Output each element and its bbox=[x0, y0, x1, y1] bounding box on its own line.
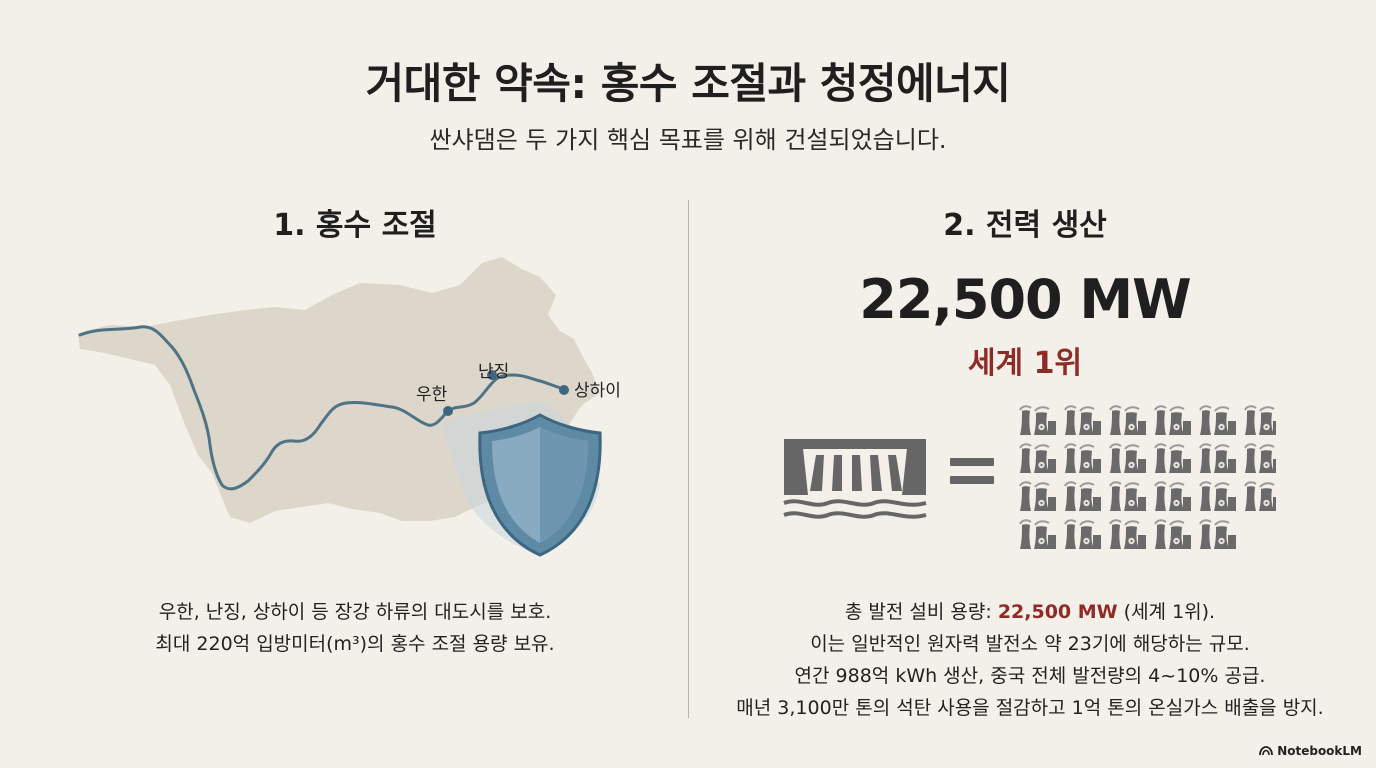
nuclear-plant-icon bbox=[1064, 481, 1101, 511]
nuclear-plant-icon bbox=[1019, 519, 1056, 549]
nuclear-plant-icon bbox=[1019, 443, 1056, 473]
nuclear-plant-icon bbox=[1019, 481, 1056, 511]
yangtze-river bbox=[78, 325, 566, 491]
nuclear-plant-icon bbox=[1154, 519, 1191, 549]
nuclear-plant-icon bbox=[1064, 443, 1101, 473]
nuclear-plant-icon bbox=[1199, 405, 1236, 435]
page-subtitle: 싼샤댐은 두 가지 핵심 목표를 위해 건설되었습니다. bbox=[429, 126, 947, 154]
notebooklm-brand: NotebookLM bbox=[1259, 744, 1362, 758]
yangtze-map: 우한 난징 상하이 bbox=[70, 255, 670, 585]
nuclear-plant-icon bbox=[1244, 405, 1276, 435]
power-line-1-accent: 22,500 MW bbox=[997, 601, 1118, 623]
nuclear-plant-icon bbox=[1064, 519, 1101, 549]
power-line-1-prefix: 총 발전 설비 용량: bbox=[844, 601, 998, 623]
power-generation-title: 2. 전력 생산 bbox=[943, 208, 1107, 243]
power-text-line-1: 총 발전 설비 용량: 22,500 MW (세계 1위). bbox=[700, 596, 1360, 628]
power-description: 총 발전 설비 용량: 22,500 MW (세계 1위). 이는 일반적인 원… bbox=[700, 596, 1360, 724]
capacity-value: 22,500 MW bbox=[859, 268, 1191, 331]
city-dot-nanjing bbox=[487, 370, 497, 380]
nuclear-plant-icon bbox=[1199, 443, 1236, 473]
nuclear-plant-grid bbox=[1019, 405, 1276, 549]
power-text-line-2: 이는 일반적인 원자력 발전소 약 23기에 해당하는 규모. bbox=[810, 633, 1250, 655]
brand-label: NotebookLM bbox=[1277, 744, 1362, 758]
nuclear-plant-icon bbox=[1154, 405, 1191, 435]
hydro-dam-icon bbox=[783, 439, 927, 519]
section-divider bbox=[688, 200, 689, 718]
nuclear-plant-icon bbox=[1244, 443, 1276, 473]
power-line-1-suffix: (세계 1위). bbox=[1117, 601, 1216, 623]
nuclear-plant-icon bbox=[1109, 519, 1146, 549]
nuclear-plant-icon bbox=[1154, 481, 1191, 511]
city-label-wuhan: 우한 bbox=[416, 385, 448, 405]
flood-text-line-2: 최대 220억 입방미터(m³)의 홍수 조절 용량 보유. bbox=[155, 633, 555, 655]
flood-text-line-1: 우한, 난징, 상하이 등 장강 하류의 대도시를 보호. bbox=[158, 601, 552, 623]
city-label-shanghai: 상하이 bbox=[574, 381, 621, 401]
nuclear-plant-icon bbox=[1109, 443, 1146, 473]
page-title: 거대한 약속: 홍수 조절과 청정에너지 bbox=[365, 59, 1011, 108]
flood-control-description: 우한, 난징, 상하이 등 장강 하류의 대도시를 보호. 최대 220억 입방… bbox=[90, 596, 620, 660]
city-dot-wuhan bbox=[443, 406, 453, 416]
power-text-line-3: 연간 988억 kWh 생산, 중국 전체 발전량의 4~10% 공급. bbox=[794, 665, 1266, 687]
world-rank: 세계 1위 bbox=[967, 346, 1083, 381]
flood-control-title: 1. 홍수 조절 bbox=[273, 208, 437, 243]
nuclear-plant-icon bbox=[1154, 443, 1191, 473]
river-map-icon: 우한 난징 상하이 bbox=[78, 257, 621, 557]
nuclear-plant-icon bbox=[1019, 405, 1056, 435]
city-dot-shanghai bbox=[559, 385, 569, 395]
nuclear-plant-icon bbox=[1199, 519, 1236, 549]
shield-icon bbox=[442, 403, 602, 557]
notebooklm-logo-icon bbox=[1259, 746, 1274, 756]
nuclear-plant-icon bbox=[1199, 481, 1236, 511]
nuclear-plant-icon bbox=[1109, 481, 1146, 511]
equals-sign bbox=[950, 458, 994, 492]
power-text-line-4: 매년 3,100만 톤의 석탄 사용을 절감하고 1억 톤의 온실가스 배출을 … bbox=[736, 697, 1324, 719]
city-label-nanjing: 난징 bbox=[478, 362, 509, 382]
nuclear-plant-icon bbox=[1244, 481, 1276, 511]
nuclear-plant-icon bbox=[1109, 405, 1146, 435]
nuclear-plant-icon bbox=[1064, 405, 1101, 435]
